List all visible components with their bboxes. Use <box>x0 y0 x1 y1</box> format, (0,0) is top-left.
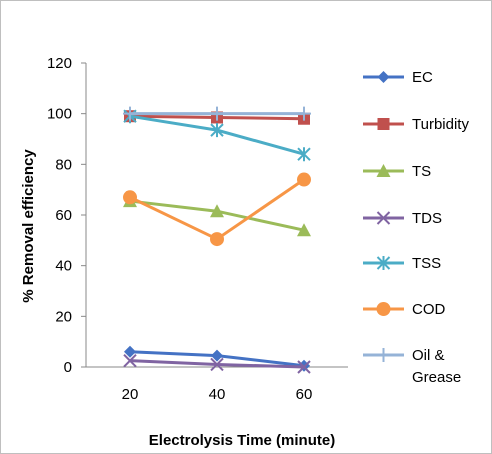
legend-item-cod: COD <box>363 301 446 318</box>
data-point-oil-grease <box>123 106 137 121</box>
y-tick-label: 80 <box>55 156 72 173</box>
legend-marker <box>376 302 391 316</box>
legend-label: TSS <box>412 255 441 272</box>
legend-item-tds: TDS <box>363 210 442 227</box>
legend-label: Grease <box>412 369 461 386</box>
data-point-tds <box>297 360 311 374</box>
data-point-cod <box>210 232 224 247</box>
data-point-oil-grease <box>210 106 224 121</box>
x-tick-label: 20 <box>122 386 139 403</box>
data-point-cod <box>297 172 311 187</box>
legend-item-ec: EC <box>363 69 433 86</box>
y-tick-label: 100 <box>47 106 72 123</box>
y-axis-label: % Removal efficiency <box>20 149 37 303</box>
data-point-ec <box>211 349 223 362</box>
legend-label: COD <box>412 301 446 318</box>
y-tick-label: 40 <box>55 258 72 275</box>
data-point-ts <box>297 223 311 237</box>
legend-label: Oil & <box>412 347 445 364</box>
legend-item-turbidity: Turbidity <box>363 116 469 133</box>
legend-label: TS <box>412 163 431 180</box>
x-tick-label: 40 <box>209 386 226 403</box>
data-point-oil-grease <box>297 106 311 121</box>
x-tick-label: 60 <box>296 386 313 403</box>
legend-marker <box>376 211 391 225</box>
legend-item-ts: TS <box>363 163 431 180</box>
legend-label: Turbidity <box>412 116 469 133</box>
legend-marker <box>376 256 391 270</box>
legend-marker <box>376 348 391 362</box>
legend-label: TDS <box>412 210 442 227</box>
x-axis-label: Electrolysis Time (minute) <box>149 432 335 449</box>
legend-marker <box>377 71 390 83</box>
data-point-cod <box>123 190 137 205</box>
legend-item-tss: TSS <box>363 255 441 272</box>
y-tick-label: 60 <box>55 207 72 224</box>
legend: EC Turbidity TS TDS TSS COD Oil & Grease <box>363 69 469 386</box>
data-point-tds <box>123 353 137 368</box>
legend-label: EC <box>412 69 433 86</box>
data-point-tss <box>297 147 311 162</box>
legend-marker <box>377 118 390 130</box>
y-tick-label: 120 <box>47 55 72 72</box>
data-point-ts <box>210 204 224 218</box>
data-point-ec <box>124 345 136 358</box>
legend-item-oil-grease: Oil & Grease <box>363 347 461 386</box>
plot-area: 0 20 40 60 80 100 120 20 40 60 <box>47 55 348 403</box>
data-point-tds <box>210 357 224 372</box>
legend-marker <box>376 164 391 177</box>
y-tick-label: 20 <box>55 308 72 325</box>
y-tick-label: 0 <box>64 359 72 376</box>
data-point-tss <box>210 123 224 138</box>
